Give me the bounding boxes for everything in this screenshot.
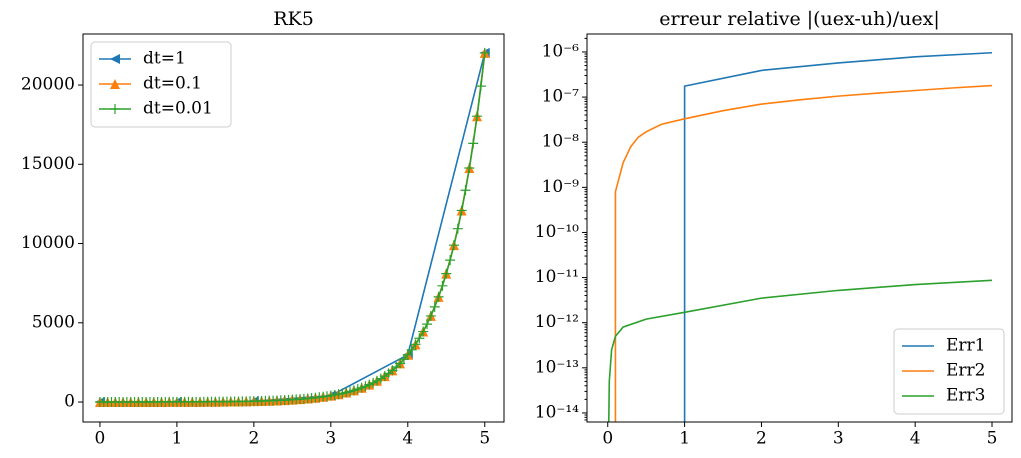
line [614, 84, 993, 422]
legend-label: Err3 [946, 386, 985, 406]
legend-label: dt=1 [143, 49, 186, 69]
y-tick-label: 10000 [21, 233, 75, 253]
x-tick-label: 5 [987, 429, 998, 449]
marker [445, 255, 456, 266]
y-tick-label: 20000 [21, 75, 75, 95]
marker [448, 240, 459, 251]
legend-box [90, 41, 232, 128]
x-tick-label: 0 [95, 429, 106, 449]
x-tick-label: 3 [833, 429, 844, 449]
marker [456, 205, 467, 216]
x-tick-label: 4 [402, 429, 413, 449]
y-tick-label: 10⁻¹¹ [535, 267, 579, 287]
marker [406, 344, 417, 355]
plot-area [607, 51, 993, 422]
y-tick-label: 10⁻¹² [535, 312, 579, 332]
line [683, 51, 993, 422]
x-tick-label: 2 [248, 429, 259, 449]
y-tick-label: 10⁻⁷ [542, 87, 580, 107]
y-tick-label: 15000 [21, 154, 75, 174]
marker [110, 79, 120, 89]
y-tick-label: 10⁻¹⁰ [535, 222, 579, 242]
x-tick-label: 2 [756, 429, 767, 449]
x-tick-label: 1 [679, 429, 690, 449]
legend-label: dt=0.1 [143, 74, 202, 94]
legend-label: Err1 [946, 336, 985, 356]
marker [437, 280, 448, 291]
axes-frame [586, 33, 1013, 423]
marker [429, 301, 440, 312]
marker [110, 54, 120, 64]
axes-frame [82, 33, 505, 423]
y-tick-label: 0 [64, 392, 75, 412]
marker [418, 326, 429, 337]
marker [410, 339, 421, 350]
legend-box [893, 328, 1005, 415]
y-tick-label: 10⁻⁹ [542, 177, 580, 197]
x-tick-label: 4 [910, 429, 921, 449]
legend-label: Err2 [946, 361, 985, 381]
marker [475, 81, 486, 92]
marker [464, 163, 475, 174]
plot-area [94, 47, 490, 408]
legend-label: dt=0.01 [143, 99, 213, 119]
y-tick-label: 5000 [32, 312, 75, 332]
x-tick-label: 3 [325, 429, 336, 449]
marker [460, 185, 471, 196]
y-tick-label: 10⁻¹⁴ [535, 402, 579, 422]
x-tick-label: 0 [602, 429, 613, 449]
chart-title: RK5 [273, 8, 314, 30]
marker [422, 319, 433, 330]
y-tick-label: 10⁻⁸ [542, 132, 580, 152]
marker [441, 268, 452, 279]
x-tick-label: 5 [479, 429, 490, 449]
marker [452, 223, 463, 234]
marker [433, 291, 444, 302]
marker [414, 333, 425, 344]
marker [479, 47, 490, 58]
marker [425, 310, 436, 321]
x-tick-label: 1 [171, 429, 182, 449]
chart-title: erreur relative |(uex-uh)/uex| [659, 8, 939, 30]
marker [110, 104, 120, 114]
line [607, 279, 993, 422]
marker [472, 111, 483, 122]
marker [468, 138, 479, 149]
y-tick-label: 10⁻¹³ [535, 357, 579, 377]
y-tick-label: 10⁻⁶ [542, 41, 580, 61]
